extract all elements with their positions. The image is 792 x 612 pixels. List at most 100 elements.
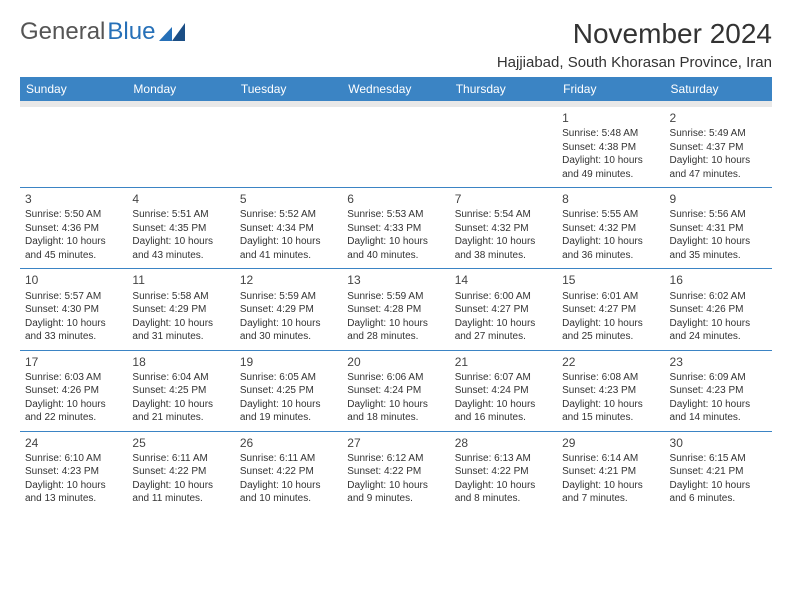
day1-text: Daylight: 10 hours	[562, 235, 659, 249]
day1-text: Daylight: 10 hours	[670, 154, 767, 168]
calendar-day-cell: 15Sunrise: 6:01 AMSunset: 4:27 PMDayligh…	[557, 269, 664, 350]
calendar-day-cell: 7Sunrise: 5:54 AMSunset: 4:32 PMDaylight…	[450, 188, 557, 269]
sunset-text: Sunset: 4:21 PM	[562, 465, 659, 479]
day-header: Saturday	[665, 77, 772, 101]
day-number: 8	[562, 191, 659, 207]
day2-text: and 16 minutes.	[455, 411, 552, 425]
sunrise-text: Sunrise: 5:50 AM	[25, 208, 122, 222]
logo-triangle-icon	[159, 23, 185, 41]
day-number: 2	[670, 110, 767, 126]
day-number: 27	[347, 435, 444, 451]
day-number: 23	[670, 354, 767, 370]
sunset-text: Sunset: 4:24 PM	[455, 384, 552, 398]
day-number: 12	[240, 272, 337, 288]
calendar-day-cell	[20, 107, 127, 188]
day-number: 6	[347, 191, 444, 207]
sunrise-text: Sunrise: 5:52 AM	[240, 208, 337, 222]
logo-text-blue: Blue	[107, 18, 155, 46]
day1-text: Daylight: 10 hours	[240, 479, 337, 493]
day-number: 26	[240, 435, 337, 451]
day2-text: and 22 minutes.	[25, 411, 122, 425]
sunset-text: Sunset: 4:32 PM	[562, 222, 659, 236]
day1-text: Daylight: 10 hours	[562, 154, 659, 168]
sunset-text: Sunset: 4:22 PM	[347, 465, 444, 479]
day2-text: and 9 minutes.	[347, 492, 444, 506]
day1-text: Daylight: 10 hours	[25, 398, 122, 412]
calendar-day-cell: 16Sunrise: 6:02 AMSunset: 4:26 PMDayligh…	[665, 269, 772, 350]
day-number: 30	[670, 435, 767, 451]
calendar-day-cell: 13Sunrise: 5:59 AMSunset: 4:28 PMDayligh…	[342, 269, 449, 350]
sunset-text: Sunset: 4:31 PM	[670, 222, 767, 236]
sunrise-text: Sunrise: 6:00 AM	[455, 290, 552, 304]
sunrise-text: Sunrise: 6:11 AM	[132, 452, 229, 466]
calendar-week-row: 3Sunrise: 5:50 AMSunset: 4:36 PMDaylight…	[20, 188, 772, 269]
day2-text: and 35 minutes.	[670, 249, 767, 263]
month-title: November 2024	[497, 18, 772, 50]
day1-text: Daylight: 10 hours	[670, 235, 767, 249]
day-number: 22	[562, 354, 659, 370]
day2-text: and 38 minutes.	[455, 249, 552, 263]
day-number: 29	[562, 435, 659, 451]
day2-text: and 8 minutes.	[455, 492, 552, 506]
sunset-text: Sunset: 4:25 PM	[240, 384, 337, 398]
logo: GeneralBlue	[20, 18, 185, 46]
calendar-day-cell: 25Sunrise: 6:11 AMSunset: 4:22 PMDayligh…	[127, 431, 234, 512]
day1-text: Daylight: 10 hours	[240, 235, 337, 249]
day2-text: and 21 minutes.	[132, 411, 229, 425]
day1-text: Daylight: 10 hours	[347, 235, 444, 249]
day2-text: and 47 minutes.	[670, 168, 767, 182]
sunset-text: Sunset: 4:23 PM	[25, 465, 122, 479]
day-header: Monday	[127, 77, 234, 101]
calendar-day-cell: 1Sunrise: 5:48 AMSunset: 4:38 PMDaylight…	[557, 107, 664, 188]
day-number: 11	[132, 272, 229, 288]
logo-text-general: General	[20, 18, 105, 46]
day1-text: Daylight: 10 hours	[670, 479, 767, 493]
day2-text: and 41 minutes.	[240, 249, 337, 263]
sunset-text: Sunset: 4:24 PM	[347, 384, 444, 398]
sunrise-text: Sunrise: 6:04 AM	[132, 371, 229, 385]
day-number: 10	[25, 272, 122, 288]
day1-text: Daylight: 10 hours	[670, 398, 767, 412]
day-number: 14	[455, 272, 552, 288]
sunrise-text: Sunrise: 5:55 AM	[562, 208, 659, 222]
day-header: Friday	[557, 77, 664, 101]
calendar-day-cell: 22Sunrise: 6:08 AMSunset: 4:23 PMDayligh…	[557, 350, 664, 431]
day-number: 21	[455, 354, 552, 370]
day2-text: and 49 minutes.	[562, 168, 659, 182]
day1-text: Daylight: 10 hours	[562, 317, 659, 331]
day2-text: and 13 minutes.	[25, 492, 122, 506]
sunrise-text: Sunrise: 5:54 AM	[455, 208, 552, 222]
sunrise-text: Sunrise: 6:11 AM	[240, 452, 337, 466]
calendar-day-cell: 6Sunrise: 5:53 AMSunset: 4:33 PMDaylight…	[342, 188, 449, 269]
day1-text: Daylight: 10 hours	[132, 235, 229, 249]
sunset-text: Sunset: 4:27 PM	[455, 303, 552, 317]
day-number: 17	[25, 354, 122, 370]
day-header: Thursday	[450, 77, 557, 101]
header: GeneralBlue November 2024 Hajjiabad, Sou…	[20, 18, 772, 71]
calendar-day-cell: 18Sunrise: 6:04 AMSunset: 4:25 PMDayligh…	[127, 350, 234, 431]
sunset-text: Sunset: 4:28 PM	[347, 303, 444, 317]
day2-text: and 19 minutes.	[240, 411, 337, 425]
day2-text: and 11 minutes.	[132, 492, 229, 506]
calendar-day-cell: 20Sunrise: 6:06 AMSunset: 4:24 PMDayligh…	[342, 350, 449, 431]
day-number: 19	[240, 354, 337, 370]
calendar-day-cell: 17Sunrise: 6:03 AMSunset: 4:26 PMDayligh…	[20, 350, 127, 431]
sunset-text: Sunset: 4:38 PM	[562, 141, 659, 155]
day2-text: and 31 minutes.	[132, 330, 229, 344]
day1-text: Daylight: 10 hours	[455, 398, 552, 412]
day1-text: Daylight: 10 hours	[562, 479, 659, 493]
day-number: 25	[132, 435, 229, 451]
day-number: 20	[347, 354, 444, 370]
day1-text: Daylight: 10 hours	[455, 479, 552, 493]
day-number: 16	[670, 272, 767, 288]
sunset-text: Sunset: 4:30 PM	[25, 303, 122, 317]
day1-text: Daylight: 10 hours	[25, 479, 122, 493]
sunset-text: Sunset: 4:26 PM	[25, 384, 122, 398]
day2-text: and 27 minutes.	[455, 330, 552, 344]
day-number: 28	[455, 435, 552, 451]
calendar-table: Sunday Monday Tuesday Wednesday Thursday…	[20, 77, 772, 512]
calendar-day-cell: 24Sunrise: 6:10 AMSunset: 4:23 PMDayligh…	[20, 431, 127, 512]
day1-text: Daylight: 10 hours	[240, 317, 337, 331]
sunset-text: Sunset: 4:21 PM	[670, 465, 767, 479]
sunset-text: Sunset: 4:37 PM	[670, 141, 767, 155]
